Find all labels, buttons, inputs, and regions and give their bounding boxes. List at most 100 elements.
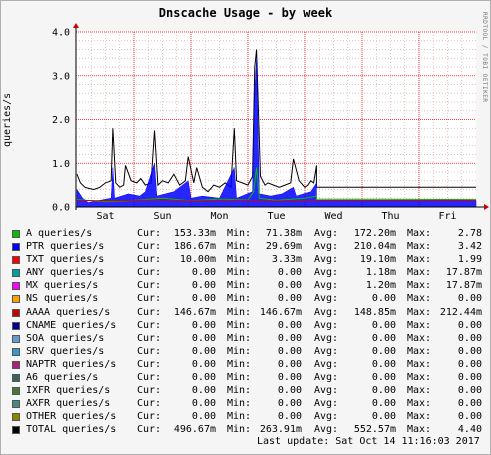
legend-avg-value: 148.85m bbox=[353, 306, 396, 318]
legend-min-value: 0.00 bbox=[277, 267, 302, 279]
legend-max-label: Max: bbox=[407, 398, 432, 410]
legend-max-value: 17.87m bbox=[445, 267, 482, 279]
legend-swatch bbox=[12, 387, 20, 396]
series-line-a-queries-s bbox=[76, 167, 477, 203]
legend-avg-label: Avg: bbox=[314, 228, 339, 239]
legend-max-value: 0.00 bbox=[457, 332, 482, 344]
legend-avg-label: Avg: bbox=[314, 398, 339, 410]
legend-cur-label: Cur: bbox=[137, 424, 162, 436]
series-line-total-queries-s bbox=[76, 49, 476, 193]
legend-cur-label: Cur: bbox=[137, 293, 162, 305]
y-tick-label: 0.0 bbox=[52, 203, 70, 214]
legend-avg-value: 172.20m bbox=[353, 228, 396, 239]
legend-min-value: 0.00 bbox=[277, 345, 302, 357]
legend-avg-value: 1.20m bbox=[365, 280, 396, 292]
legend-series-name: AXFR queries/s bbox=[26, 398, 111, 410]
legend-min-label: Min: bbox=[227, 254, 252, 266]
y-tick-label: 1.0 bbox=[52, 159, 70, 170]
legend-swatch bbox=[12, 230, 20, 238]
legend-series-name: ANY queries/s bbox=[26, 267, 105, 279]
y-tick-label: 4.0 bbox=[52, 28, 70, 39]
legend-swatch bbox=[12, 269, 20, 278]
legend-cur-value: 153.33m bbox=[173, 228, 216, 239]
legend-max-label: Max: bbox=[407, 306, 432, 318]
legend-min-value: 146.67m bbox=[259, 306, 302, 318]
tick-labels: 0.0 1.0 2.0 3.0 4.0 Sat Sun Mon Tue Wed Thu Fri bbox=[52, 28, 457, 223]
legend-avg-value: 0.00 bbox=[371, 332, 396, 344]
legend-avg-label: Avg: bbox=[314, 332, 339, 344]
legend-avg-label: Avg: bbox=[314, 280, 339, 292]
legend-cur-label: Cur: bbox=[137, 345, 162, 357]
legend-swatch bbox=[12, 374, 20, 383]
y-tick-label: 2.0 bbox=[52, 115, 70, 126]
legend-series-name: NAPTR queries/s bbox=[26, 358, 117, 370]
x-tick-label: Wed bbox=[324, 211, 342, 222]
legend-min-label: Min: bbox=[227, 228, 252, 239]
legend-swatch bbox=[12, 308, 20, 317]
legend-avg-value: 0.00 bbox=[371, 345, 396, 357]
legend-cur-value: 0.00 bbox=[191, 385, 216, 397]
legend-max-value: 0.00 bbox=[457, 411, 482, 423]
legend-cur-label: Cur: bbox=[137, 372, 162, 384]
legend-swatch bbox=[12, 360, 20, 369]
legend-cur-label: Cur: bbox=[137, 332, 162, 344]
legend-max-label: Max: bbox=[407, 372, 432, 384]
legend-max-label: Max: bbox=[407, 241, 432, 253]
series-layer bbox=[76, 49, 477, 208]
legend-min-value: 0.00 bbox=[277, 319, 302, 331]
legend-avg-value: 0.00 bbox=[371, 293, 396, 305]
legend-series-name: TOTAL queries/s bbox=[26, 424, 117, 436]
legend-avg-label: Avg: bbox=[314, 293, 339, 305]
x-tick-label: Thu bbox=[381, 211, 399, 222]
legend-swatch bbox=[12, 243, 20, 252]
legend-cur-value: 146.67m bbox=[173, 306, 216, 318]
chart-title: Dnscache Usage - by week bbox=[158, 6, 333, 20]
legend-min-value: 0.00 bbox=[277, 280, 302, 292]
legend-cur-value: 10.00m bbox=[179, 254, 216, 266]
legend-min-value: 0.00 bbox=[277, 385, 302, 397]
legend-cur-value: 0.00 bbox=[191, 358, 216, 370]
legend-series-name: SRV queries/s bbox=[26, 345, 105, 357]
legend-max-value: 0.00 bbox=[457, 345, 482, 357]
legend-swatch bbox=[12, 400, 20, 409]
legend-swatch bbox=[12, 347, 20, 356]
legend-cur-value: 496.67m bbox=[173, 424, 216, 436]
legend-swatch bbox=[12, 321, 20, 330]
legend-min-label: Min: bbox=[227, 424, 252, 436]
legend-avg-label: Avg: bbox=[314, 372, 339, 384]
legend-cur-label: Cur: bbox=[137, 241, 162, 253]
legend-cur-label: Cur: bbox=[137, 398, 162, 410]
legend-min-label: Min: bbox=[227, 345, 252, 357]
legend-min-label: Min: bbox=[227, 398, 252, 410]
vendor-watermark: RRDTOOL / TOBI OETIKER bbox=[481, 12, 488, 103]
grid bbox=[76, 31, 476, 207]
legend-series-name: MX queries/s bbox=[26, 280, 99, 292]
axes bbox=[73, 23, 489, 210]
legend-max-label: Max: bbox=[407, 424, 432, 436]
legend-series-name: IXFR queries/s bbox=[26, 385, 111, 397]
legend-avg-label: Avg: bbox=[314, 254, 339, 266]
legend-max-value: 212.44m bbox=[439, 306, 482, 318]
last-update: Last update: Sat Oct 14 11:16:03 2017 bbox=[257, 436, 480, 447]
legend-max-label: Max: bbox=[407, 385, 432, 397]
legend-series-name: CNAME queries/s bbox=[26, 319, 117, 331]
legend-max-label: Max: bbox=[407, 411, 432, 423]
legend-min-value: 0.00 bbox=[277, 358, 302, 370]
legend-min-value: 0.00 bbox=[277, 332, 302, 344]
legend-series-name: PTR queries/s bbox=[26, 241, 105, 253]
legend-avg-value: 19.10m bbox=[359, 254, 396, 266]
legend-cur-label: Cur: bbox=[137, 280, 162, 292]
legend-cur-value: 186.67m bbox=[173, 241, 216, 253]
legend-cur-label: Cur: bbox=[137, 319, 162, 331]
legend-min-value: 263.91m bbox=[259, 424, 302, 436]
legend-cur-label: Cur: bbox=[137, 254, 162, 266]
legend-max-value: 0.00 bbox=[457, 385, 482, 397]
legend-series-name: TXT queries/s bbox=[26, 254, 105, 266]
legend-series-name: OTHER queries/s bbox=[26, 411, 117, 423]
legend-max-label: Max: bbox=[407, 280, 432, 292]
legend-avg-value: 0.00 bbox=[371, 385, 396, 397]
legend-avg-label: Avg: bbox=[314, 358, 339, 370]
legend-max-value: 3.42 bbox=[457, 241, 482, 253]
legend-avg-value: 0.00 bbox=[371, 319, 396, 331]
x-tick-label: Sat bbox=[96, 211, 114, 222]
